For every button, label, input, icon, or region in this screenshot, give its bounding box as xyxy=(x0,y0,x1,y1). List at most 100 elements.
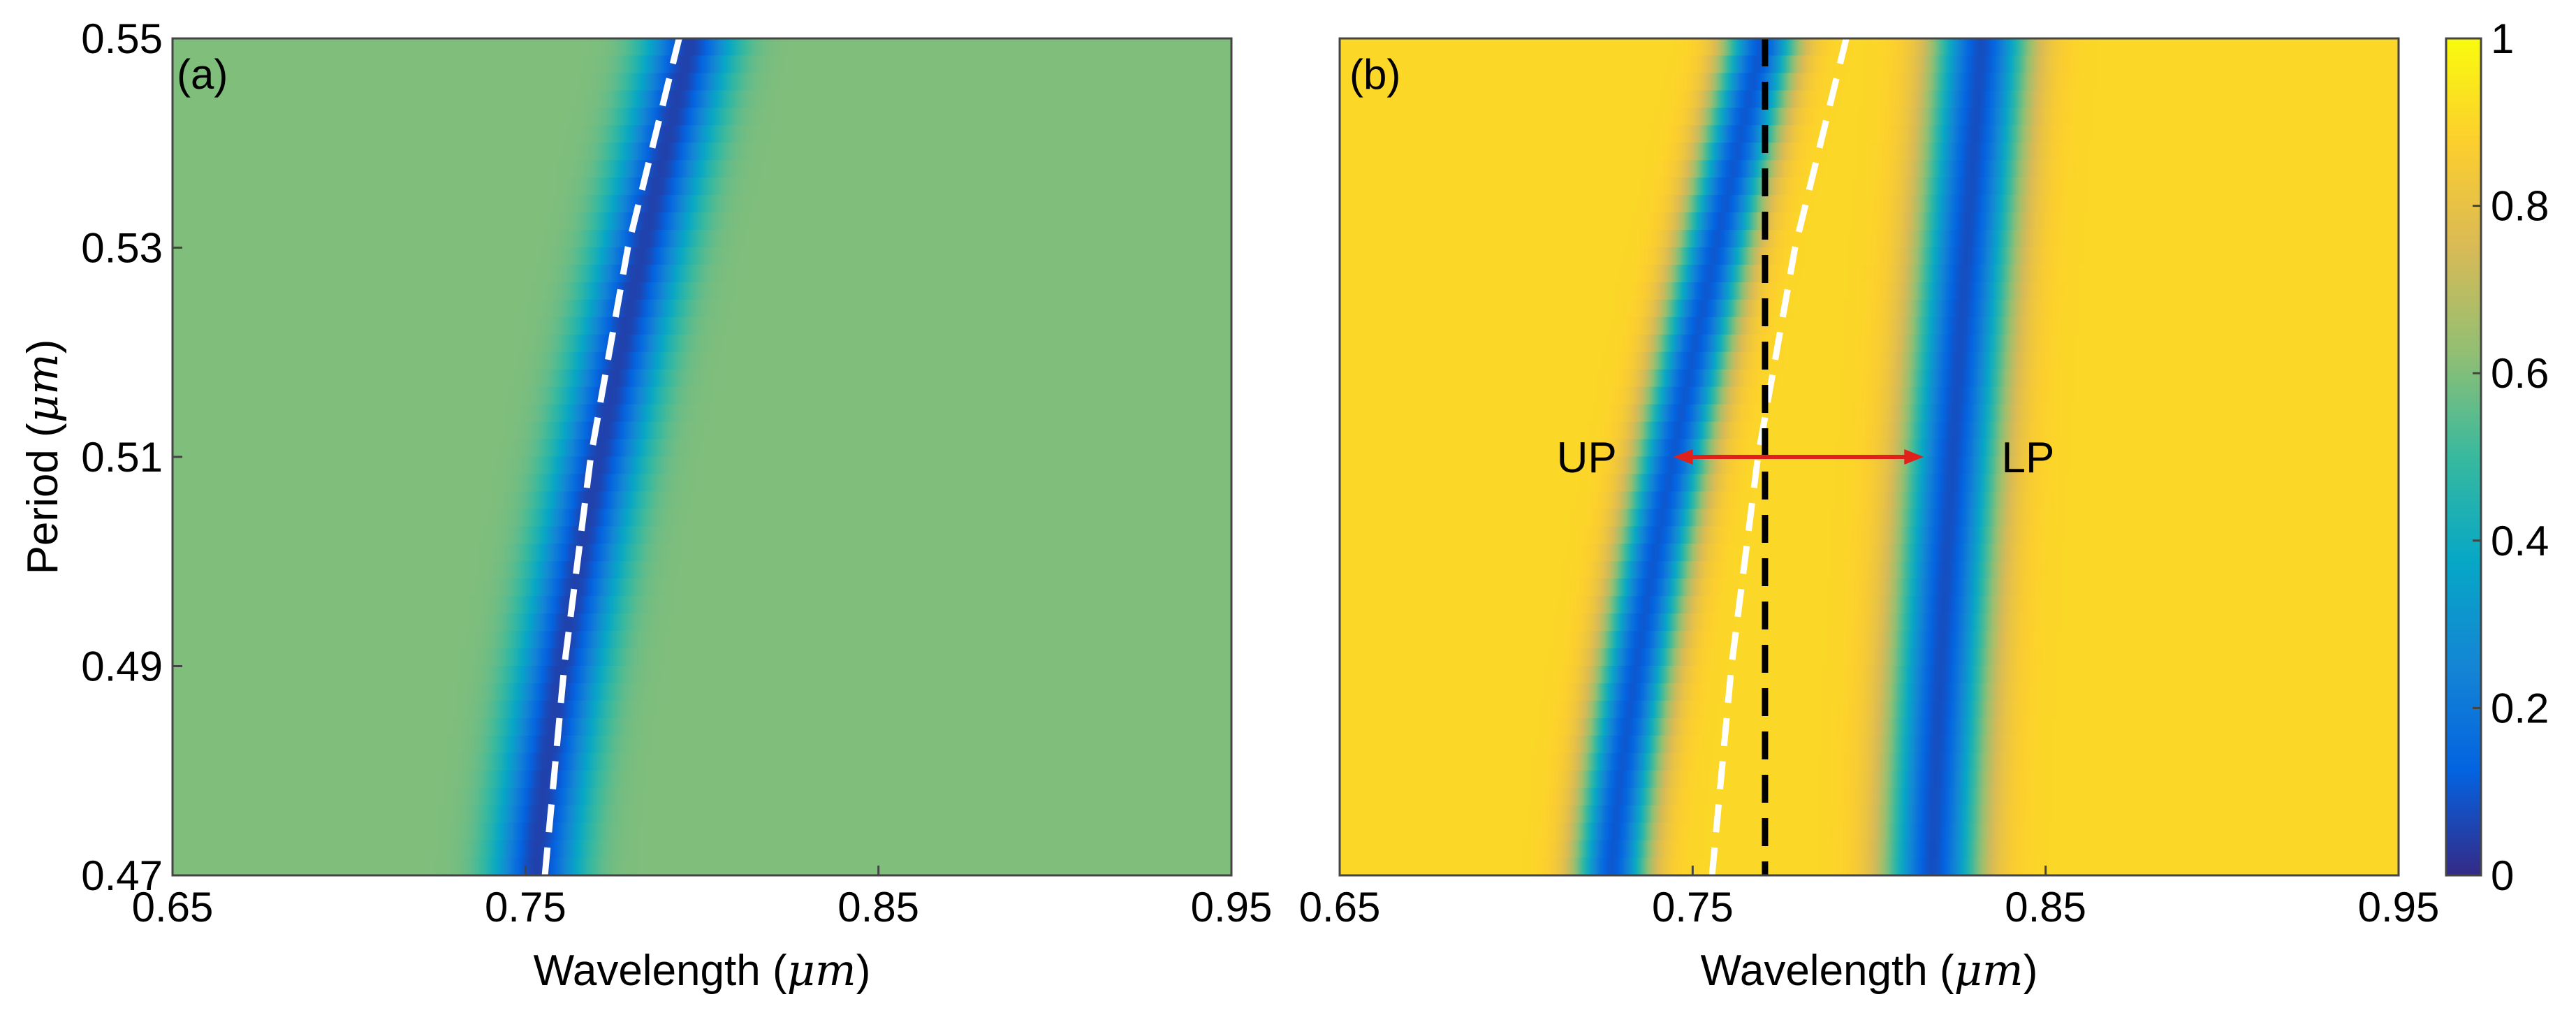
y-axis-label-text: Period ( xyxy=(19,423,67,574)
heatmap-row xyxy=(173,822,1231,841)
x-tick-label: 0.85 xyxy=(2005,884,2086,931)
colorbar-tick-label: 0 xyxy=(2491,852,2514,899)
heatmap-row xyxy=(1340,38,2399,57)
heatmap-row xyxy=(1340,700,2399,719)
heatmap-row xyxy=(173,857,1231,876)
heatmap-row xyxy=(173,439,1231,458)
heatmap-row xyxy=(173,386,1231,405)
colorbar: 0 0.2 0.4 0.6 0.8 1 xyxy=(2445,15,2549,899)
heatmap-row xyxy=(173,264,1231,283)
x-tick-label: 0.75 xyxy=(485,884,566,931)
heatmap-row xyxy=(1340,143,2399,161)
heatmap-row xyxy=(173,787,1231,806)
heatmap-row xyxy=(173,143,1231,161)
heatmap-row xyxy=(1340,631,2399,650)
x-axis-label-a-text: Wavelength ( xyxy=(534,947,787,995)
heatmap-row xyxy=(173,544,1231,562)
colorbar-tick-label: 0.6 xyxy=(2491,350,2549,397)
heatmap-row xyxy=(1340,526,2399,545)
heatmap-row xyxy=(1340,683,2399,701)
heatmap-row xyxy=(173,474,1231,493)
x-tick-label: 0.95 xyxy=(1191,884,1273,931)
heatmap-row xyxy=(1340,90,2399,109)
heatmap-row xyxy=(1340,787,2399,806)
annotation-up: UP xyxy=(1557,434,1617,482)
x-ticks-a: 0.65 0.75 0.85 0.95 xyxy=(132,866,1273,931)
heatmap-row xyxy=(1340,316,2399,335)
heatmap-row xyxy=(173,491,1231,510)
heatmap-row xyxy=(1340,212,2399,231)
colorbar-ticks: 0 0.2 0.4 0.6 0.8 1 xyxy=(2473,15,2549,899)
heatmap-row xyxy=(1340,857,2399,876)
heatmap-row xyxy=(173,369,1231,388)
heatmap-row xyxy=(1340,561,2399,580)
x-axis-label-a-close: ) xyxy=(856,947,871,995)
heatmap-row xyxy=(1340,73,2399,92)
heatmap-row xyxy=(173,108,1231,126)
x-tick-label: 0.65 xyxy=(1299,884,1381,931)
x-axis-label-b-text: Wavelength ( xyxy=(1701,947,1954,995)
heatmap-a xyxy=(173,38,1231,876)
heatmap-row xyxy=(1340,55,2399,74)
x-tick-label: 0.75 xyxy=(1652,884,1734,931)
heatmap-row xyxy=(173,770,1231,789)
y-axis-label-close: ) xyxy=(19,340,67,354)
heatmap-row xyxy=(173,38,1231,57)
heatmap-row xyxy=(173,805,1231,824)
heatmap-row xyxy=(173,683,1231,701)
colorbar-tick-label: 0.2 xyxy=(2491,685,2549,731)
y-ticks-a: 0.47 0.49 0.51 0.53 0.55 xyxy=(81,15,182,899)
heatmap-row xyxy=(173,578,1231,597)
dashed-curve-a xyxy=(541,37,682,876)
x-tick-label: 0.95 xyxy=(2358,884,2440,931)
heatmap-row xyxy=(173,316,1231,335)
heatmap-row xyxy=(173,55,1231,74)
heatmap-row xyxy=(1340,247,2399,265)
heatmap-row xyxy=(173,247,1231,265)
arrow-head-right xyxy=(1904,449,1924,465)
heatmap-row xyxy=(1340,439,2399,458)
heatmap-row xyxy=(1340,822,2399,841)
overlay-b xyxy=(1673,37,1924,876)
heatmap-row xyxy=(1340,230,2399,248)
heatmap-row xyxy=(173,456,1231,475)
colorbar-tick-label: 0.8 xyxy=(2491,183,2549,230)
heatmap-row xyxy=(173,195,1231,214)
colorbar-gradient xyxy=(2445,37,2482,877)
heatmap-row xyxy=(173,700,1231,719)
heatmap-row xyxy=(173,509,1231,527)
heatmap-row xyxy=(1340,264,2399,283)
heatmap-row xyxy=(173,648,1231,666)
heatmap-row xyxy=(1340,735,2399,754)
x-axis-label-b: Wavelength (μm) xyxy=(1701,945,2038,996)
heatmap-row xyxy=(1340,648,2399,666)
heatmap-row xyxy=(173,613,1231,632)
heatmap-row xyxy=(1340,386,2399,405)
heatmap-row xyxy=(1340,666,2399,684)
panel-b: (b) 0.65 0.75 0.85 0.95 Wavelength (μm) UP … xyxy=(1299,37,2440,996)
annotation-lp: LP xyxy=(2001,434,2054,482)
y-tick-label: 0.47 xyxy=(81,852,163,899)
heatmap-row xyxy=(173,90,1231,109)
heatmap-row xyxy=(1340,195,2399,214)
heatmap-row xyxy=(173,334,1231,353)
heatmap-row xyxy=(1340,717,2399,736)
x-axis-label-b-close: ) xyxy=(2024,947,2038,995)
heatmap-row xyxy=(1340,544,2399,562)
heatmap-row xyxy=(1340,474,2399,493)
heatmap-row xyxy=(173,282,1231,300)
heatmap-row xyxy=(173,230,1231,248)
heatmap-row xyxy=(1340,578,2399,597)
heatmap-row xyxy=(173,631,1231,650)
heatmap-b xyxy=(1340,38,2399,876)
heatmap-row xyxy=(1340,404,2399,423)
heatmap-row xyxy=(173,735,1231,754)
heatmap-row xyxy=(1340,282,2399,300)
heatmap-row xyxy=(173,125,1231,144)
heatmap-row xyxy=(173,421,1231,440)
x-axis-label-a-unit: μm xyxy=(787,945,856,996)
heatmap-row xyxy=(173,561,1231,580)
x-tick-label: 0.65 xyxy=(132,884,214,931)
colorbar-tick-label: 0.4 xyxy=(2491,518,2549,564)
